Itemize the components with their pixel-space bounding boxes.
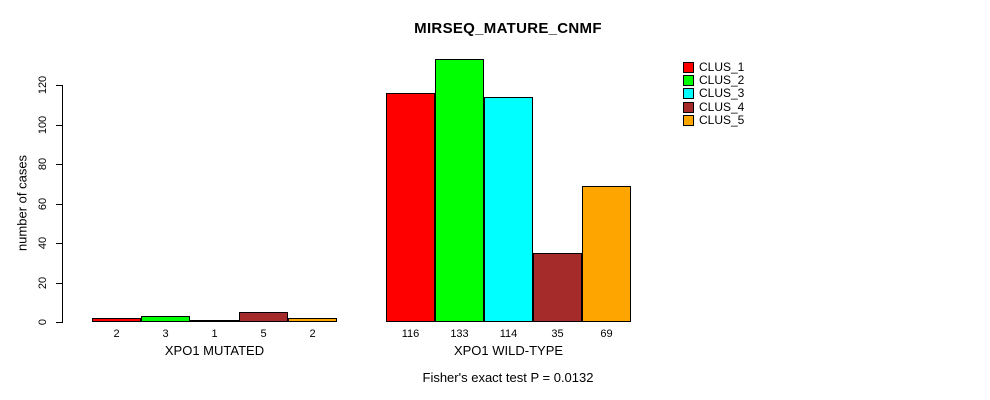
bar-clus_5-2 <box>582 186 631 322</box>
bar-value-label: 1 <box>211 328 218 340</box>
legend-label: CLUS_4 <box>699 99 745 114</box>
bar-clus_3-1 <box>190 320 239 322</box>
y-axis-tick-label: 100 <box>37 115 49 135</box>
bar-clus_1-1 <box>92 318 141 322</box>
legend-item-clus_3: CLUS_3 <box>683 87 744 100</box>
bar-clus_2-1 <box>141 316 190 322</box>
y-axis-tick-label: 80 <box>37 157 49 171</box>
y-axis-tick <box>56 85 63 86</box>
legend-item-clus_5: CLUS_5 <box>683 112 745 127</box>
y-axis-tick <box>56 125 63 126</box>
legend-label: CLUS_5 <box>699 112 745 127</box>
y-axis-tick-label: 0 <box>37 318 49 326</box>
y-axis-tick <box>56 322 63 323</box>
y-axis-tick <box>56 283 63 284</box>
legend-swatch-icon <box>683 75 694 87</box>
y-axis-tick <box>56 243 63 244</box>
bar-clus_1-2 <box>386 93 435 322</box>
chart-title: MIRSEQ_MATURE_CNMF <box>414 20 602 37</box>
bar-value-label: 5 <box>260 328 267 340</box>
bar-value-label: 35 <box>551 328 564 340</box>
legend-item-clus_4: CLUS_4 <box>683 99 745 114</box>
y-axis-tick <box>56 204 63 205</box>
y-axis-tick-label: 60 <box>37 197 49 211</box>
legend-label: CLUS_2 <box>699 73 745 88</box>
legend-item-clus_2: CLUS_2 <box>683 74 744 87</box>
y-axis-tick-label: 40 <box>37 236 49 250</box>
x-group-label: XPO1 WILD-TYPE <box>453 343 564 358</box>
bar-clus_4-2 <box>533 253 582 322</box>
legend-swatch-icon <box>683 114 694 126</box>
y-axis-tick-label: 120 <box>37 75 49 95</box>
y-axis-tick-label: 20 <box>37 276 49 290</box>
annotation-text: Fisher's exact test P = 0.0132 <box>422 370 594 385</box>
bar-clus_5-1 <box>288 318 337 322</box>
legend-label: CLUS_1 <box>699 60 745 74</box>
legend-swatch-icon <box>683 62 694 73</box>
bar-clus_2-2 <box>435 59 484 322</box>
legend-item-clus_1: CLUS_1 <box>683 61 744 74</box>
legend-label: CLUS_3 <box>699 86 745 101</box>
bar-value-label: 69 <box>600 328 613 340</box>
bar-value-label: 114 <box>499 328 518 340</box>
legend-swatch-icon <box>683 101 694 113</box>
x-group-label: XPO1 MUTATED <box>164 343 265 358</box>
bar-clus_4-1 <box>239 312 288 322</box>
bar-value-label: 2 <box>113 328 120 340</box>
y-axis-tick <box>56 164 63 165</box>
legend-swatch-icon <box>683 88 694 100</box>
bar-value-label: 2 <box>309 328 316 340</box>
legend: CLUS_1 CLUS_2 CLUS_3 CLUS_4 CLUS_5 <box>683 61 744 127</box>
bar-value-label: 116 <box>401 328 420 340</box>
bar-clus_3-2 <box>484 97 533 322</box>
y-axis-label: number of cases <box>14 154 30 252</box>
bar-value-label: 133 <box>450 328 469 340</box>
bar-value-label: 3 <box>162 328 169 340</box>
